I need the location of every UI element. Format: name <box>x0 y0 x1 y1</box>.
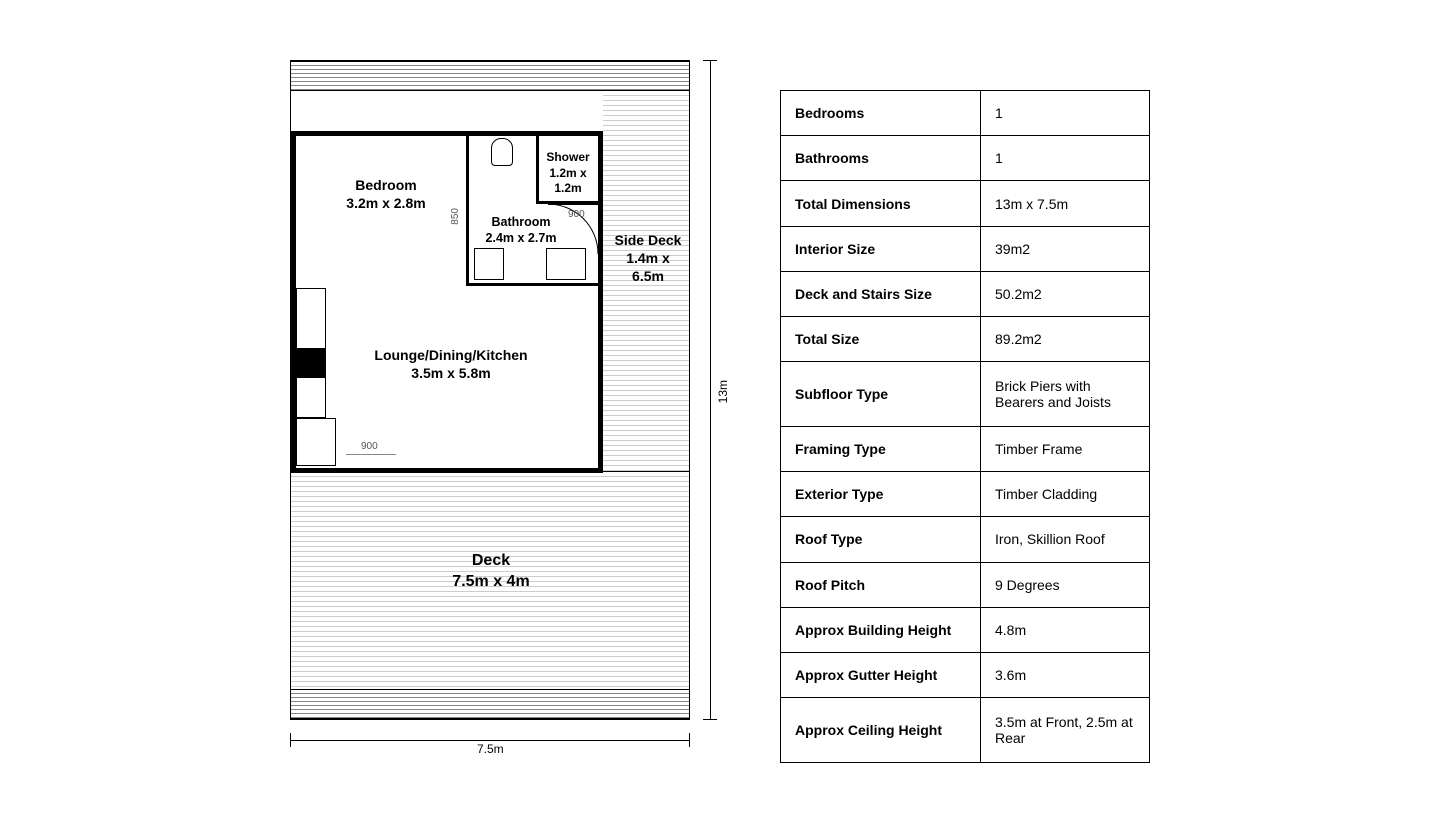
spec-label: Approx Gutter Height <box>781 652 981 697</box>
spec-value: 39m2 <box>981 226 1150 271</box>
spec-label: Total Dimensions <box>781 181 981 226</box>
spec-value: 3.5m at Front, 2.5m at Rear <box>981 698 1150 763</box>
spec-table-body: Bedrooms1 Bathrooms1 Total Dimensions13m… <box>781 91 1150 763</box>
spec-label: Interior Size <box>781 226 981 271</box>
side-deck-label: Side Deck 1.4m x 6.5m <box>613 231 683 286</box>
spec-value: 9 Degrees <box>981 562 1150 607</box>
cooktop-icon <box>296 348 326 378</box>
spec-value: Iron, Skillion Roof <box>981 517 1150 562</box>
spec-value: 13m x 7.5m <box>981 181 1150 226</box>
page-container: Bedroom 3.2m x 2.8m Shower 1.2m x 1.2m B… <box>0 0 1445 813</box>
dim-height-tick-b <box>703 719 717 720</box>
table-row: Total Size89.2m2 <box>781 317 1150 362</box>
door-dim-900b-line <box>346 454 396 455</box>
table-row: Framing TypeTimber Frame <box>781 426 1150 471</box>
dim-width-tick-l <box>290 733 291 747</box>
table-row: Interior Size39m2 <box>781 226 1150 271</box>
wall-bedroom-bath <box>466 136 469 286</box>
lounge-label: Lounge/Dining/Kitchen 3.5m x 5.8m <box>346 346 556 382</box>
interior-box: Bedroom 3.2m x 2.8m Shower 1.2m x 1.2m B… <box>291 131 603 473</box>
dim-width-tick-r <box>689 733 690 747</box>
bedroom-label: Bedroom 3.2m x 2.8m <box>326 176 446 212</box>
wall-bath-lounge <box>466 283 603 286</box>
spec-label: Exterior Type <box>781 472 981 517</box>
spec-value: 50.2m2 <box>981 271 1150 316</box>
table-row: Subfloor TypeBrick Piers with Bearers an… <box>781 362 1150 427</box>
spec-label: Roof Pitch <box>781 562 981 607</box>
spec-value: Timber Frame <box>981 426 1150 471</box>
spec-label: Roof Type <box>781 517 981 562</box>
table-row: Bedrooms1 <box>781 91 1150 136</box>
table-row: Deck and Stairs Size50.2m2 <box>781 271 1150 316</box>
spec-value: 3.6m <box>981 652 1150 697</box>
spec-label: Subfloor Type <box>781 362 981 427</box>
door-dim-850: 850 <box>450 208 461 225</box>
table-row: Approx Ceiling Height3.5m at Front, 2.5m… <box>781 698 1150 763</box>
table-row: Approx Building Height4.8m <box>781 607 1150 652</box>
spec-value: 89.2m2 <box>981 317 1150 362</box>
spec-label: Deck and Stairs Size <box>781 271 981 316</box>
table-row: Approx Gutter Height3.6m <box>781 652 1150 697</box>
floorplan: Bedroom 3.2m x 2.8m Shower 1.2m x 1.2m B… <box>290 50 700 730</box>
door-dim-900b: 900 <box>361 441 378 452</box>
toilet-icon <box>491 138 513 166</box>
bathroom-label: Bathroom 2.4m x 2.7m <box>471 214 571 247</box>
deck-band-top <box>291 61 689 91</box>
table-row: Bathrooms1 <box>781 136 1150 181</box>
spec-label: Bedrooms <box>781 91 981 136</box>
dim-height-tick-t <box>703 60 717 61</box>
spec-label: Total Size <box>781 317 981 362</box>
table-row: Exterior TypeTimber Cladding <box>781 472 1150 517</box>
spec-label: Framing Type <box>781 426 981 471</box>
dim-width-line <box>290 740 690 741</box>
spec-table: Bedrooms1 Bathrooms1 Total Dimensions13m… <box>780 90 1150 763</box>
dim-height-line <box>710 60 711 720</box>
deck-band-bottom <box>291 689 689 719</box>
fridge-icon <box>296 418 336 466</box>
spec-value: 1 <box>981 136 1150 181</box>
main-deck-label: Deck 7.5m x 4m <box>411 551 571 593</box>
shower-label: Shower 1.2m x 1.2m <box>536 150 600 197</box>
spec-value: 4.8m <box>981 607 1150 652</box>
washer-icon <box>474 248 504 280</box>
spec-value: Timber Cladding <box>981 472 1150 517</box>
dim-height-text: 13m <box>714 380 732 403</box>
table-row: Total Dimensions13m x 7.5m <box>781 181 1150 226</box>
spec-value: 1 <box>981 91 1150 136</box>
dim-width-text: 7.5m <box>475 742 506 756</box>
table-row: Roof TypeIron, Skillion Roof <box>781 517 1150 562</box>
spec-label: Approx Building Height <box>781 607 981 652</box>
spec-label: Approx Ceiling Height <box>781 698 981 763</box>
table-row: Roof Pitch9 Degrees <box>781 562 1150 607</box>
door-dim-900a: 900 <box>568 209 585 220</box>
spec-label: Bathrooms <box>781 136 981 181</box>
spec-value: Brick Piers with Bearers and Joists <box>981 362 1150 427</box>
plan-outline: Bedroom 3.2m x 2.8m Shower 1.2m x 1.2m B… <box>290 60 690 720</box>
